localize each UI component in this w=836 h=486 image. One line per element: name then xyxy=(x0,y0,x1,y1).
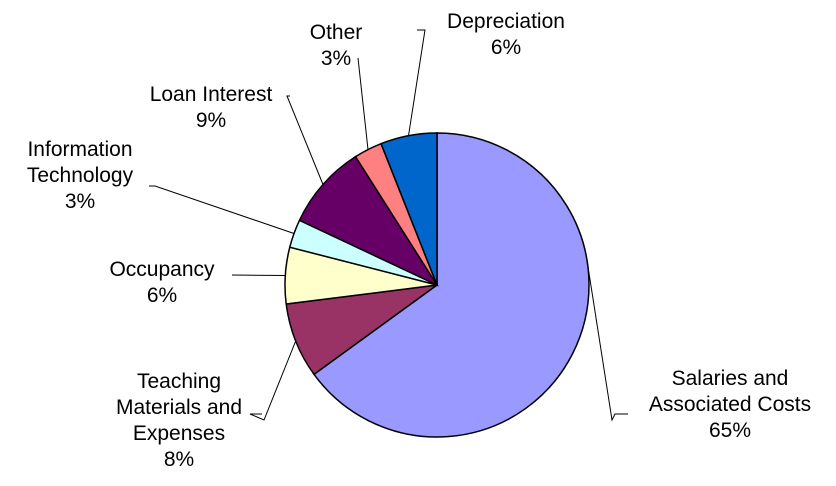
pie-slice-loan-interest xyxy=(298,155,440,287)
leader-line-depreciation xyxy=(408,29,426,136)
slice-label-teaching-materials-and-expenses: Teaching Materials and Expenses 8% xyxy=(116,370,242,471)
slice-percent-loan-interest: 9% xyxy=(196,109,226,132)
slice-label-line: Loan Interest xyxy=(150,83,273,106)
leader-lines-group xyxy=(149,29,628,422)
slice-label-line: Other xyxy=(310,21,363,44)
slice-label-salaries-and-associated-costs: Salaries and Associated Costs 65% xyxy=(649,367,811,442)
pie-slice-salaries-and-associated-costs xyxy=(312,132,590,438)
slice-label-depreciation: Depreciation 6% xyxy=(447,10,565,59)
slice-label-line: Materials and xyxy=(116,396,242,419)
slice-label-occupancy: Occupancy 6% xyxy=(109,258,215,307)
leader-line-salaries-and-associated-costs xyxy=(587,263,628,422)
slices-group xyxy=(284,132,590,438)
slice-label-information-technology: Information Technology 3% xyxy=(27,138,134,213)
slice-label-line: Information xyxy=(27,138,132,161)
slice-label-other: Other 3% xyxy=(310,21,363,70)
slice-label-line: Associated Costs xyxy=(649,393,811,416)
slice-label-line: Technology xyxy=(27,164,134,187)
slice-label-line: Occupancy xyxy=(109,258,215,281)
slice-percent-depreciation: 6% xyxy=(491,36,521,59)
leader-line-loan-interest xyxy=(286,95,324,185)
leader-line-information-technology xyxy=(149,185,295,234)
slice-percent-occupancy: 6% xyxy=(147,284,177,307)
slice-percent-teaching-materials-and-expenses: 8% xyxy=(164,448,194,471)
leader-line-occupancy xyxy=(231,274,286,276)
slice-percent-information-technology: 3% xyxy=(65,190,95,213)
slice-percent-other: 3% xyxy=(321,47,351,70)
slice-label-line: Expenses xyxy=(133,422,225,445)
slice-percent-salaries-and-associated-costs: 65% xyxy=(709,419,751,442)
slice-label-loan-interest: Loan Interest 9% xyxy=(150,83,273,132)
slice-label-line: Salaries and xyxy=(672,367,789,390)
labels-group: Salaries and Associated Costs 65% Teaching M… xyxy=(27,10,811,471)
slice-label-line: Depreciation xyxy=(447,10,565,33)
slice-label-line: Teaching xyxy=(137,370,221,393)
leader-line-teaching-materials-and-expenses xyxy=(249,340,297,421)
leader-line-other xyxy=(357,57,369,150)
